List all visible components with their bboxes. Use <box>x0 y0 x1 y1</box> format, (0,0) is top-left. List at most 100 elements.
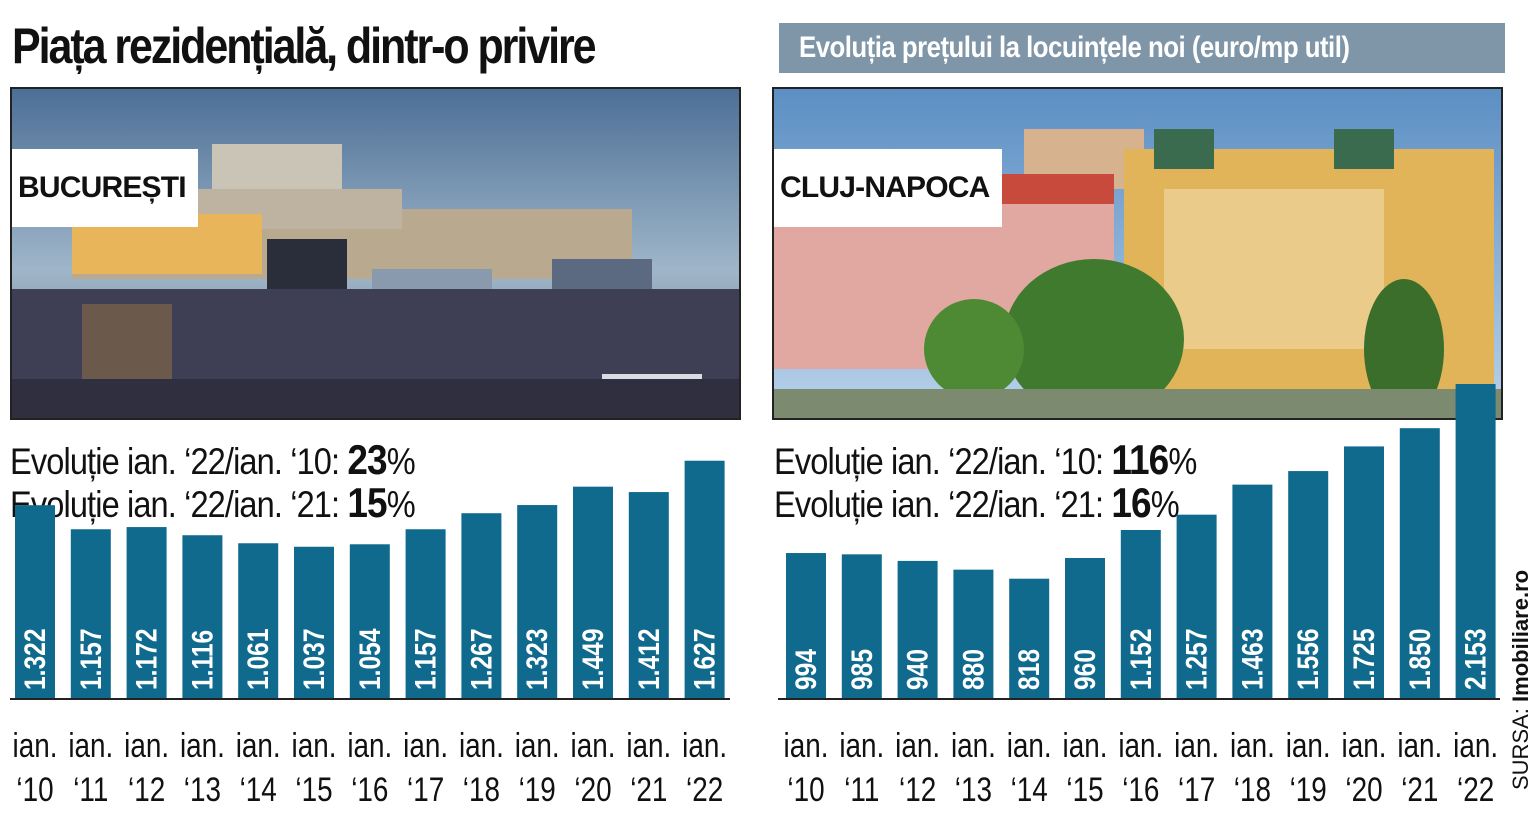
stat-bucuresti-decade: Evoluție ian. ‘22/ian. ‘10: 23% <box>10 436 416 484</box>
bar <box>1065 557 1105 698</box>
chart-1: 994 ian. ‘10 985 ian. ‘11 940 ian. ‘12 880 ian. ‘13… <box>778 384 1500 809</box>
stat-cluj-decade: Evoluție ian. ‘22/ian. ‘10: 116% <box>774 438 1197 484</box>
stat-value: 23 <box>347 436 387 483</box>
bar-value-label: 1.116 <box>185 630 219 690</box>
x-tick-label: ‘17 <box>1178 770 1215 808</box>
bar <box>1455 384 1496 698</box>
bar-value-label: 960 <box>1068 649 1102 690</box>
bar <box>126 527 167 698</box>
bar <box>1176 514 1217 698</box>
bar-value-label: 1.449 <box>576 628 610 690</box>
percent-sign: % <box>1150 484 1180 525</box>
x-tick-label: ian. <box>347 726 392 764</box>
bar-value-label: 1.172 <box>129 628 163 690</box>
bar <box>517 505 558 698</box>
x-tick-label: ian. <box>839 726 884 764</box>
x-tick-label: ian. <box>895 726 940 764</box>
x-tick-label: ian. <box>626 726 671 764</box>
x-tick-label: ‘21 <box>1401 770 1438 808</box>
bar <box>238 543 279 698</box>
x-tick-label: ‘12 <box>899 770 936 808</box>
x-tick-label: ‘15 <box>295 770 332 808</box>
bar-value-label: 2.153 <box>1458 628 1492 690</box>
x-tick-label: ‘22 <box>686 770 723 808</box>
bar-value-label: 1.037 <box>297 628 331 690</box>
bar-value-label: 1.323 <box>520 628 554 690</box>
x-tick-label: ‘20 <box>574 770 611 808</box>
x-tick-label: ian. <box>124 726 169 764</box>
bar-value-label: 1.322 <box>18 628 52 690</box>
percent-sign: % <box>386 484 416 525</box>
x-tick-label: ian. <box>571 726 616 764</box>
bar-value-label: 1.267 <box>464 628 498 690</box>
x-tick-label: ian. <box>1342 726 1387 764</box>
x-tick-label: ‘16 <box>1122 770 1159 808</box>
bar-value-label: 818 <box>1012 649 1046 690</box>
x-tick-label: ‘17 <box>407 770 444 808</box>
x-tick-label: ian. <box>682 726 727 764</box>
bar-value-label: 1.157 <box>73 628 107 690</box>
stat-label: Evoluție ian. ‘22/ian. ‘21: <box>10 484 340 525</box>
bar <box>684 460 725 698</box>
bar <box>1009 578 1050 698</box>
x-tick-label: ian. <box>459 726 504 764</box>
source-note: SURSA: Imobiliare.ro <box>1508 490 1534 790</box>
x-tick-label: ian. <box>1453 726 1498 764</box>
x-tick-label: ian. <box>68 726 113 764</box>
x-tick-label: ‘19 <box>519 770 556 808</box>
bar <box>953 569 994 698</box>
bar-value-label: 985 <box>844 649 878 690</box>
x-tick-label: ‘18 <box>1234 770 1271 808</box>
percent-sign: % <box>1168 441 1197 482</box>
x-tick-label: ian. <box>1007 726 1052 764</box>
x-tick-label: ‘10 <box>16 770 53 808</box>
bar <box>1288 471 1329 698</box>
bar-value-label: 994 <box>789 648 823 690</box>
bar <box>15 505 55 698</box>
x-tick-label: ‘16 <box>351 770 388 808</box>
source-prefix: SURSA: <box>1508 708 1533 790</box>
bar <box>349 544 390 698</box>
bar-value-label: 1.054 <box>352 628 386 690</box>
bar-value-label: 1.627 <box>687 628 721 690</box>
bar-value-label: 1.556 <box>1291 628 1325 690</box>
x-tick-label: ian. <box>1063 726 1108 764</box>
subtitle-text: Evoluția prețului la locuințele noi (eur… <box>799 31 1350 64</box>
bar-value-label: 1.157 <box>408 628 442 690</box>
chart-0: 1.322 ian. ‘10 1.157 ian. ‘11 1.172 ian. ‘12 1.11… <box>10 460 730 809</box>
x-tick-label: ‘18 <box>463 770 500 808</box>
x-tick-label: ‘12 <box>128 770 165 808</box>
bar <box>1399 428 1440 698</box>
source-name: Imobiliare.ro <box>1508 569 1533 702</box>
x-tick-label: ‘13 <box>955 770 992 808</box>
x-tick-label: ‘11 <box>73 770 108 808</box>
bar <box>897 560 938 698</box>
x-tick-label: ‘21 <box>630 770 667 808</box>
city-label-cluj-napoca: CLUJ-NAPOCA <box>774 149 1002 227</box>
x-tick-label: ian. <box>403 726 448 764</box>
stat-label: Evoluție ian. ‘22/ian. ‘10: <box>10 441 340 482</box>
bar-value-label: 1.725 <box>1347 628 1381 690</box>
stat-label: Evoluție ian. ‘22/ian. ‘10: <box>774 441 1104 482</box>
x-tick-label: ‘19 <box>1290 770 1327 808</box>
cluj-napoca-photo: CLUJ-NAPOCA <box>772 87 1503 420</box>
stat-bucuresti-year: Evoluție ian. ‘22/ian. ‘21: 15% <box>10 479 416 527</box>
bar <box>786 553 826 698</box>
x-tick-label: ian. <box>1397 726 1442 764</box>
bar-value-label: 1.850 <box>1402 628 1436 690</box>
bar-value-label: 1.257 <box>1179 628 1213 690</box>
bar-value-label: 880 <box>956 649 990 690</box>
x-tick-label: ‘15 <box>1066 770 1103 808</box>
x-tick-label: ian. <box>1174 726 1219 764</box>
percent-sign: % <box>386 441 416 482</box>
stat-value: 15 <box>347 479 387 526</box>
bar-value-label: 1.412 <box>631 628 665 690</box>
x-tick-label: ‘10 <box>787 770 824 808</box>
bar-value-label: 940 <box>900 649 934 690</box>
bar-value-label: 1.152 <box>1123 628 1157 690</box>
bar-value-label: 1.061 <box>241 628 275 690</box>
x-tick-label: ian. <box>180 726 225 764</box>
bar <box>573 486 613 698</box>
bar <box>182 535 223 698</box>
x-tick-label: ‘13 <box>184 770 221 808</box>
